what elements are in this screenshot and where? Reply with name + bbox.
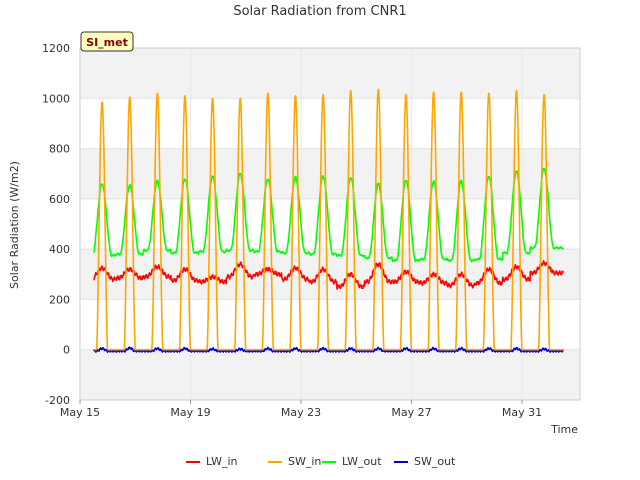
y-tick-label: 400 <box>49 243 70 256</box>
grid-band <box>80 48 580 99</box>
grid-band <box>80 249 580 300</box>
x-tick-label: May 31 <box>502 406 542 419</box>
grid-band <box>80 349 580 400</box>
legend-label: LW_out <box>342 455 382 468</box>
legend-item-lw-in: LW_in <box>186 455 238 468</box>
legend: LW_in SW_in LW_out SW_out <box>186 455 456 468</box>
y-tick-label: 600 <box>49 193 70 206</box>
y-tick-label: -200 <box>45 394 70 407</box>
x-tick-label: May 19 <box>170 406 210 419</box>
grid-band <box>80 148 580 199</box>
y-tick-label: 200 <box>49 293 70 306</box>
legend-label: SW_out <box>414 455 456 468</box>
series-line-sw-in <box>93 88 564 351</box>
legend-item-lw-out: LW_out <box>322 455 382 468</box>
chart-title: Solar Radiation from CNR1 <box>233 4 406 19</box>
x-tick-label: May 15 <box>60 406 100 419</box>
legend-label: LW_in <box>206 455 238 468</box>
y-tick-label: 800 <box>49 143 70 156</box>
x-axis-label: Time <box>550 423 578 436</box>
plot-background <box>80 48 580 400</box>
legend-item-sw-out: SW_out <box>394 455 456 468</box>
y-axis-label: Solar Radiation (W/m2) <box>8 161 21 289</box>
y-axis-ticks: -200 0 200 400 600 800 1000 1200 <box>42 42 70 407</box>
y-tick-label: 1000 <box>42 92 70 105</box>
station-badge-text: SI_met <box>86 36 128 49</box>
x-axis-ticks: May 15 May 19 May 23 May 27 May 31 <box>60 400 542 419</box>
x-tick-label: May 27 <box>391 406 431 419</box>
y-tick-label: 1200 <box>42 42 70 55</box>
series-line-lw-out <box>93 167 564 263</box>
legend-label: SW_in <box>288 455 321 468</box>
legend-item-sw-in: SW_in <box>268 455 321 468</box>
station-badge: SI_met <box>80 31 134 52</box>
x-tick-label: May 23 <box>281 406 321 419</box>
y-tick-label: 0 <box>63 344 70 357</box>
series-layer <box>93 88 565 353</box>
plot-frame <box>79 47 581 401</box>
